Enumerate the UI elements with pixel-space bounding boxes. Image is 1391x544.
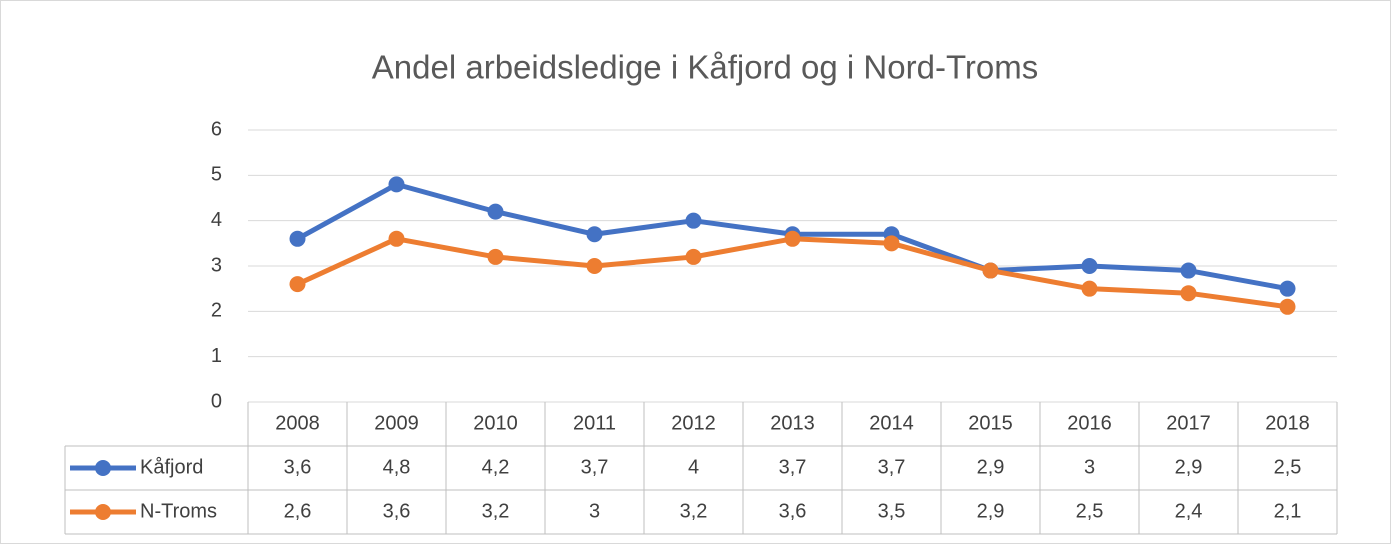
x-tick-label: 2016 bbox=[1067, 412, 1112, 434]
marker bbox=[1279, 280, 1296, 297]
table-cell: 3,6 bbox=[284, 456, 312, 478]
marker bbox=[685, 248, 702, 265]
marker bbox=[388, 176, 405, 193]
x-tick-label: 2017 bbox=[1166, 412, 1211, 434]
y-tick-label: 0 bbox=[211, 390, 222, 412]
table-cell: 3,2 bbox=[482, 500, 510, 522]
legend-key-marker bbox=[95, 504, 111, 520]
marker bbox=[685, 212, 702, 229]
legend-key-marker bbox=[95, 460, 111, 476]
marker bbox=[1081, 280, 1098, 297]
marker bbox=[1180, 262, 1197, 279]
x-tick-label: 2012 bbox=[671, 412, 716, 434]
table-cell: 2,5 bbox=[1076, 500, 1104, 522]
table-cell: 3,7 bbox=[878, 456, 906, 478]
table-cell: 3,7 bbox=[779, 456, 807, 478]
y-tick-label: 1 bbox=[211, 345, 222, 367]
marker bbox=[487, 248, 504, 265]
x-tick-label: 2011 bbox=[573, 412, 616, 434]
x-tick-label: 2018 bbox=[1265, 412, 1310, 434]
y-tick-label: 3 bbox=[211, 254, 222, 276]
marker bbox=[586, 258, 603, 274]
table-cell: 2,1 bbox=[1274, 500, 1302, 522]
marker bbox=[1081, 258, 1098, 274]
x-tick-label: 2008 bbox=[275, 412, 320, 434]
table-cell: 2,9 bbox=[977, 456, 1005, 478]
table-cell: 3,6 bbox=[383, 500, 411, 522]
table-cell: 4 bbox=[688, 456, 699, 478]
x-tick-label: 2010 bbox=[473, 412, 518, 434]
marker bbox=[289, 276, 306, 293]
x-tick-label: 2013 bbox=[770, 412, 815, 434]
table-cell: 4,2 bbox=[482, 456, 510, 478]
x-tick-label: 2014 bbox=[869, 412, 914, 434]
chart-title: Andel arbeidsledige i Kåfjord og i Nord-… bbox=[372, 49, 1038, 86]
marker bbox=[1279, 298, 1296, 315]
table-cell: 3 bbox=[589, 500, 600, 522]
table-cell: 2,9 bbox=[977, 500, 1005, 522]
table-cell: 2,6 bbox=[284, 500, 312, 522]
marker bbox=[586, 226, 603, 243]
table-cell: 2,4 bbox=[1175, 500, 1203, 522]
legend-label: N-Troms bbox=[140, 500, 217, 522]
table-cell: 3,6 bbox=[779, 500, 807, 522]
y-tick-label: 6 bbox=[211, 118, 222, 140]
marker bbox=[1180, 285, 1197, 302]
x-tick-label: 2009 bbox=[374, 412, 419, 434]
x-tick-label: 2015 bbox=[968, 412, 1013, 434]
table-cell: 3 bbox=[1084, 456, 1095, 478]
marker bbox=[883, 235, 900, 252]
y-tick-label: 2 bbox=[211, 300, 222, 322]
marker bbox=[388, 230, 405, 247]
y-tick-label: 4 bbox=[211, 209, 222, 231]
table-cell: 4,8 bbox=[383, 456, 411, 478]
y-tick-label: 5 bbox=[211, 164, 222, 186]
table-cell: 3,5 bbox=[878, 500, 906, 522]
marker bbox=[487, 203, 504, 220]
legend-label: Kåfjord bbox=[140, 456, 203, 478]
marker bbox=[784, 230, 801, 247]
marker bbox=[982, 262, 999, 279]
table-cell: 2,5 bbox=[1274, 456, 1302, 478]
table-cell: 3,2 bbox=[680, 500, 708, 522]
marker bbox=[289, 230, 306, 247]
table-cell: 2,9 bbox=[1175, 456, 1203, 478]
table-cell: 3,7 bbox=[581, 456, 609, 478]
